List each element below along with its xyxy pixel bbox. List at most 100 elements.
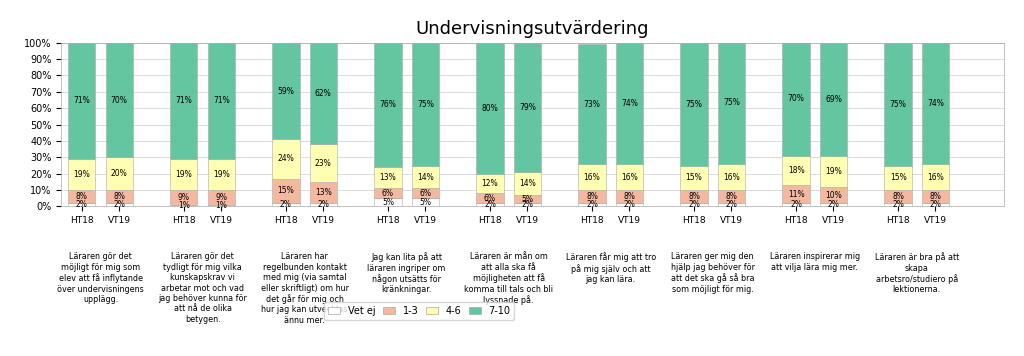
Bar [208,190,234,205]
Text: Läraren är bra på att
skapa
arbetsro/studiero på
lektionerna.: Läraren är bra på att skapa arbetsro/stu… [874,252,958,294]
Text: 8%: 8% [688,192,700,201]
Bar [680,166,708,190]
Text: Läraren ger mig den
hjälp jag behöver för
att det ska gå så bra
som möjligt för : Läraren ger mig den hjälp jag behöver fö… [671,252,755,294]
Text: Läraren har
regelbunden kontakt
med mig (via samtal
eller skriftligt) om hur
det: Läraren har regelbunden kontakt med mig … [261,252,348,325]
Text: Läraren gör det
möjligt för mig som
elev att få inflytande
över undervisningens
: Läraren gör det möjligt för mig som elev… [57,252,144,304]
Bar [782,203,810,206]
Bar [105,43,133,157]
Bar [412,188,439,198]
Bar [885,43,911,166]
Bar [170,159,198,190]
Bar [272,179,299,203]
Text: 71%: 71% [175,96,193,105]
Text: Jag kan lita på att
läraren ingriper om
någon utsätts för
kränkningar.: Jag kan lita på att läraren ingriper om … [368,252,445,294]
Bar [375,188,401,198]
Bar [680,203,708,206]
Bar [69,203,95,206]
Text: 69%: 69% [825,95,842,104]
Text: 6%: 6% [484,194,496,203]
Text: 9%: 9% [215,193,227,202]
Bar [375,43,401,167]
Text: Läraren får mig att tro
på mig själv och att
jag kan lära.: Läraren får mig att tro på mig själv och… [565,252,655,284]
Text: 80%: 80% [481,104,499,113]
Text: 2%: 2% [624,200,635,209]
Bar [105,190,133,203]
Text: 9%: 9% [178,193,189,202]
Bar [615,43,643,164]
Bar [105,157,133,190]
Text: 2%: 2% [317,200,330,209]
Bar [476,193,504,203]
Text: 75%: 75% [890,100,906,109]
Text: 19%: 19% [175,170,193,179]
Bar [375,198,401,206]
Bar [272,139,299,179]
Bar [105,203,133,206]
Text: 13%: 13% [315,188,332,197]
Text: 2%: 2% [930,200,941,209]
Text: 10%: 10% [825,190,842,199]
Bar [922,43,949,164]
Bar [680,43,708,166]
Text: 2%: 2% [586,200,598,209]
Bar [309,144,337,182]
Bar [69,190,95,203]
Bar [922,164,949,190]
Bar [514,172,541,195]
Bar [820,203,847,206]
Text: 6%: 6% [382,189,394,198]
Text: 14%: 14% [417,173,434,182]
Bar [412,198,439,206]
Text: 2%: 2% [484,200,496,209]
Text: 23%: 23% [315,158,332,168]
Text: 62%: 62% [315,89,332,98]
Text: 74%: 74% [927,99,944,108]
Bar [579,44,605,164]
Text: 16%: 16% [723,173,739,182]
Text: 24%: 24% [278,155,294,163]
Bar [272,43,299,139]
Text: 74%: 74% [621,99,638,108]
Text: 71%: 71% [213,96,229,105]
Text: 5%: 5% [521,195,534,204]
Text: 8%: 8% [586,192,598,201]
Bar [170,190,198,205]
Text: 2%: 2% [76,200,88,209]
Text: 2%: 2% [791,200,802,209]
Text: 59%: 59% [278,87,294,95]
Bar [885,190,911,203]
Text: 13%: 13% [380,173,396,182]
Text: 8%: 8% [930,192,941,201]
Text: 20%: 20% [111,169,128,178]
Bar [820,156,847,187]
Bar [615,190,643,203]
Bar [885,166,911,190]
Text: Läraren gör det
tydligt för mig vilka
kunskapskrav vi
arbetar mot och vad
jag be: Läraren gör det tydligt för mig vilka ku… [158,252,247,324]
Bar [309,203,337,206]
Text: 5%: 5% [382,198,394,207]
Text: 16%: 16% [927,173,944,182]
Bar [476,203,504,206]
Bar [680,190,708,203]
Text: 15%: 15% [686,173,702,182]
Text: 8%: 8% [624,192,635,201]
Text: 79%: 79% [519,103,536,112]
Bar [718,41,745,164]
Bar [820,187,847,203]
Bar [782,156,810,185]
Bar [579,203,605,206]
Text: 76%: 76% [380,100,396,109]
Text: 8%: 8% [114,192,125,201]
Text: 70%: 70% [787,94,805,103]
Text: 18%: 18% [787,166,805,175]
Bar [309,182,337,203]
Bar [718,164,745,190]
Legend: Vet ej, 1-3, 4-6, 7-10: Vet ej, 1-3, 4-6, 7-10 [325,302,514,320]
Text: Läraren är mån om
att alla ska få
möjligheten att få
komma till tals och bli
lys: Läraren är mån om att alla ska få möjlig… [464,252,553,305]
Bar [69,43,95,159]
Bar [272,203,299,206]
Text: 15%: 15% [278,187,294,195]
Bar [476,174,504,193]
Bar [782,41,810,156]
Text: 8%: 8% [76,192,88,201]
